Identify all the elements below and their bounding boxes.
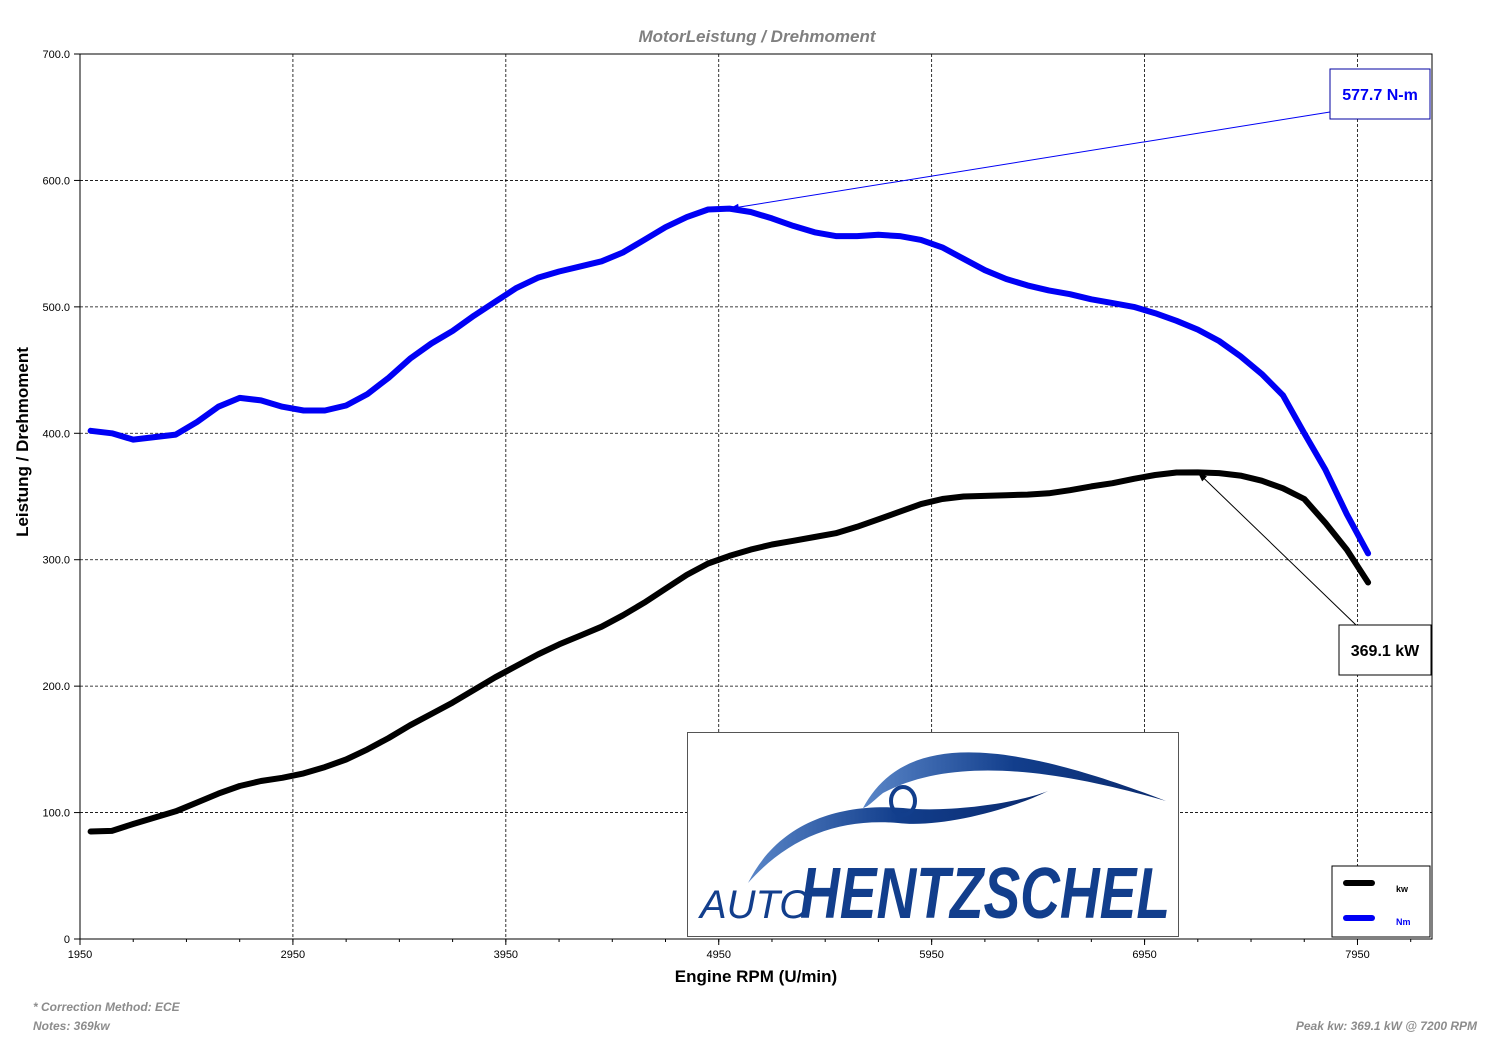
series-line-nm xyxy=(87,205,1372,557)
y-tick-label: 300.0 xyxy=(42,555,70,567)
legend-label-nm: Nm xyxy=(1396,917,1411,927)
footer-peak-power: Peak kw: 369.1 kW @ 7200 RPM xyxy=(1295,1019,1477,1033)
annotation-box xyxy=(1329,68,1431,120)
steering-wheel-mark xyxy=(889,785,917,817)
y-tick-label: 400.0 xyxy=(42,428,70,440)
footer-notes: Notes: 369kw xyxy=(33,1019,110,1033)
logo-word-auto: AUTO xyxy=(698,883,810,927)
x-tick-label: 5950 xyxy=(919,949,943,961)
footer-correction-method: * Correction Method: ECE xyxy=(33,1000,180,1014)
y-tick-label: 700.0 xyxy=(42,49,70,61)
annotation-label: 577.7 N-m xyxy=(1342,87,1418,104)
annotation-leader-line xyxy=(729,111,1331,210)
x-tick-label: 3950 xyxy=(494,949,518,961)
legend-box xyxy=(1331,865,1431,938)
auto-hentzschel-logo: AUTO HENTZSCHEL xyxy=(687,732,1179,937)
legend: kw Nm xyxy=(1331,865,1431,938)
tick-labels-layer: 0 100.0 200.0 300.0 400.0 500.0 600.0 700.0 1950… xyxy=(42,49,1412,961)
y-tick-label: 200.0 xyxy=(42,681,70,693)
series-line-kw xyxy=(87,469,1372,835)
chart-title: MotorLeistung / Drehmoment xyxy=(638,27,876,46)
plot-area-border xyxy=(79,53,1433,940)
car-hood-swoosh xyxy=(748,791,1048,883)
annotation-arrowhead xyxy=(729,203,740,211)
annotation-leader-line xyxy=(1197,471,1357,626)
annotation-label: 369.1 kW xyxy=(1351,643,1420,660)
annotation-layer: 577.7 N-m 369.1 kW xyxy=(729,68,1432,676)
y-axis-label: Leistung / Drehmoment xyxy=(13,347,32,537)
annotation-box xyxy=(1338,624,1432,676)
y-tick-label: 0 xyxy=(64,934,70,946)
annotation-arrowhead xyxy=(1197,472,1207,482)
x-tick-label: 2950 xyxy=(281,949,305,961)
y-tick-label: 500.0 xyxy=(42,302,70,314)
x-tick-label: 4950 xyxy=(706,949,730,961)
x-tick-label: 1950 xyxy=(68,949,92,961)
y-tick-label: 100.0 xyxy=(42,808,70,820)
y-tick-label: 600.0 xyxy=(42,175,70,187)
logo-word-hentzschel: HENTZSCHEL xyxy=(800,854,1170,934)
x-tick-label: 7950 xyxy=(1345,949,1369,961)
legend-label-kw: kw xyxy=(1396,884,1409,894)
x-axis-label: Engine RPM (U/min) xyxy=(675,967,837,986)
car-roof-swoosh xyxy=(863,752,1166,808)
x-tick-label: 6950 xyxy=(1132,949,1156,961)
